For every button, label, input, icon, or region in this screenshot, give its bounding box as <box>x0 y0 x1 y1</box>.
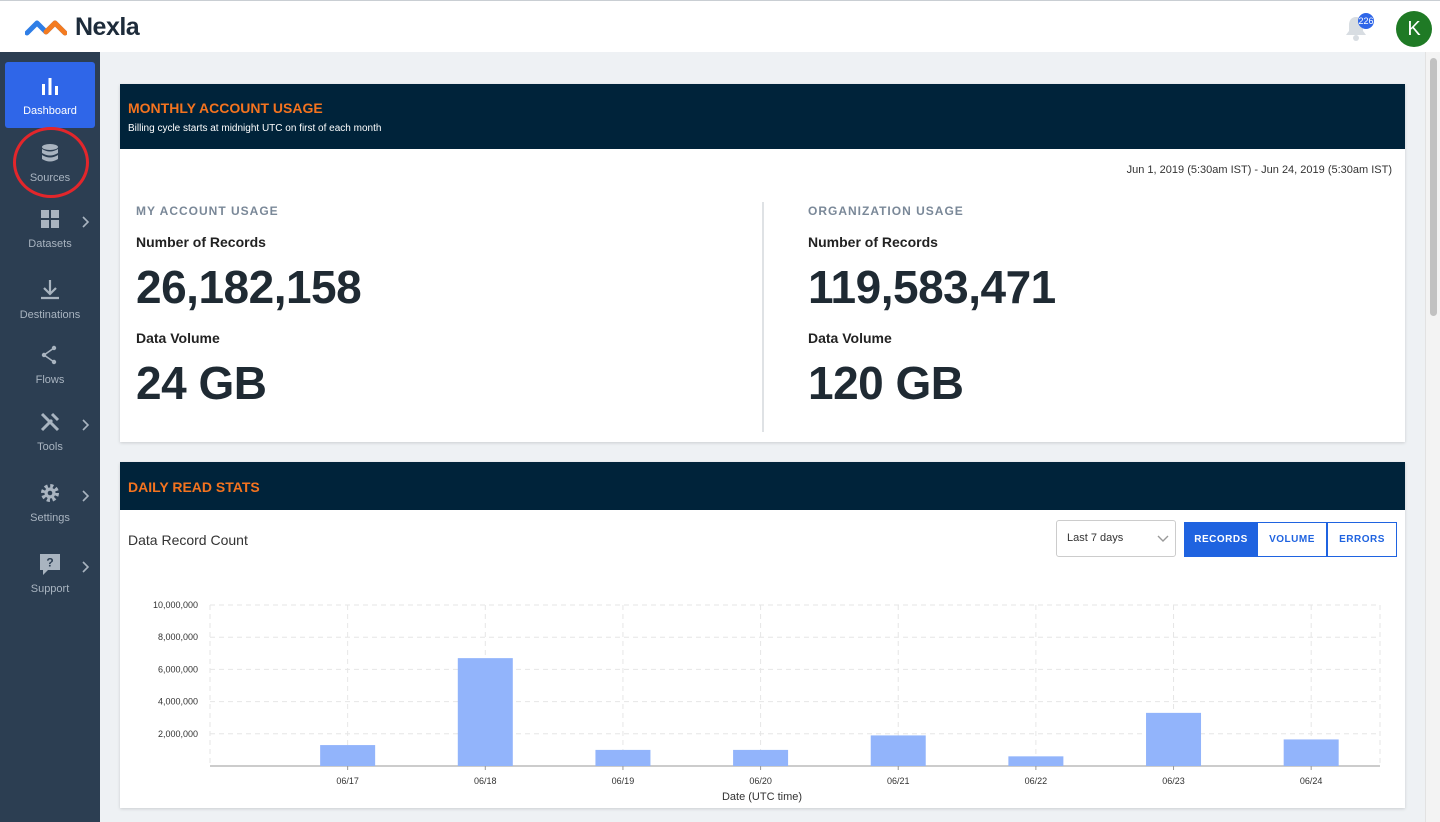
x-tick-label: 06/19 <box>612 776 635 786</box>
sidebar-item-dashboard[interactable]: Dashboard <box>5 62 95 128</box>
bar-06-23 <box>1146 712 1202 766</box>
sidebar-item-label: Settings <box>30 512 70 524</box>
organization-usage: ORGANIZATION USAGE Number of Records 119… <box>808 204 1056 410</box>
sidebar-item-label: Support <box>30 583 70 595</box>
daily-read-stats-card: DAILY READ STATS Data Record Count Last … <box>120 462 1405 808</box>
organization-usage-title: ORGANIZATION USAGE <box>808 204 964 218</box>
scrollbar-thumb[interactable] <box>1430 58 1437 316</box>
notification-badge: 226 <box>1358 13 1374 29</box>
record-count-chart: 2,000,000 4,000,000 6,000,000 8,000,000 10,0… <box>153 600 1381 803</box>
x-tick-label: 06/21 <box>887 776 910 786</box>
chevron-right-icon <box>82 490 90 502</box>
tools-icon <box>40 412 60 432</box>
my-account-usage-title: MY ACCOUNT USAGE <box>136 204 279 218</box>
x-tick-label: 06/23 <box>1162 776 1185 786</box>
usage-divider <box>762 202 764 432</box>
highlight-circle <box>13 127 89 198</box>
volume-label: Data Volume <box>136 330 220 346</box>
sidebar-item-destinations[interactable]: Destinations <box>5 266 95 332</box>
monthly-usage-header: MONTHLY ACCOUNT USAGE Billing cycle star… <box>120 84 1405 149</box>
x-tick-label: 06/24 <box>1300 776 1323 786</box>
bar-chart-icon <box>42 78 58 95</box>
bar-06-22 <box>1008 756 1064 766</box>
top-bar: Nexla 226 K <box>0 0 1440 52</box>
x-tick-label: 06/18 <box>474 776 497 786</box>
chart-title: Data Record Count <box>128 532 248 548</box>
bar-06-21 <box>870 735 926 766</box>
chevron-down-icon <box>1157 535 1169 542</box>
flow-icon <box>41 345 57 365</box>
grid-icon <box>41 210 59 228</box>
sidebar-item-label: Datasets <box>28 238 72 250</box>
org-data-volume: 120 GB <box>808 357 964 409</box>
time-range-select[interactable]: Last 7 days <box>1056 520 1176 557</box>
sidebar-item-settings[interactable]: Settings <box>5 469 95 535</box>
x-tick-label: 06/17 <box>336 776 359 786</box>
volume-button[interactable]: VOLUME <box>1257 522 1327 557</box>
sidebar-item-tools[interactable]: Tools <box>5 398 95 464</box>
y-tick-label: 6,000,000 <box>158 664 198 674</box>
help-icon: ? <box>40 554 60 575</box>
nexla-logo[interactable]: Nexla <box>25 13 140 42</box>
sidebar-item-support[interactable]: ? Support <box>5 540 95 606</box>
records-label: Number of Records <box>136 234 266 250</box>
records-label: Number of Records <box>808 234 938 250</box>
daily-read-stats-header: DAILY READ STATS <box>120 462 1405 510</box>
records-button[interactable]: RECORDS <box>1184 522 1258 557</box>
download-icon <box>41 280 59 300</box>
nexla-logo-icon <box>25 20 67 35</box>
monthly-usage-title: MONTHLY ACCOUNT USAGE <box>128 100 323 116</box>
sidebar-item-datasets[interactable]: Datasets <box>5 195 95 261</box>
svg-text:?: ? <box>46 556 53 570</box>
brand-name: Nexla <box>75 13 140 41</box>
account-record-count: 26,182,158 <box>136 261 362 313</box>
y-tick-label: 8,000,000 <box>158 632 198 642</box>
errors-button[interactable]: ERRORS <box>1327 522 1397 557</box>
monthly-usage-card: MONTHLY ACCOUNT USAGE Billing cycle star… <box>120 84 1405 442</box>
bar-06-17 <box>320 745 376 766</box>
y-tick-label: 4,000,000 <box>158 697 198 707</box>
bar-06-18 <box>457 658 513 766</box>
account-data-volume: 24 GB <box>136 357 267 409</box>
billing-date-range: Jun 1, 2019 (5:30am IST) - Jun 24, 2019 … <box>1126 164 1392 176</box>
chevron-right-icon <box>82 419 90 431</box>
time-range-value: Last 7 days <box>1067 532 1124 544</box>
x-axis-label: Date (UTC time) <box>722 791 802 803</box>
chevron-right-icon <box>82 561 90 573</box>
org-record-count: 119,583,471 <box>808 261 1056 313</box>
avatar[interactable]: K <box>1396 11 1432 47</box>
monthly-usage-subtitle: Billing cycle starts at midnight UTC on … <box>128 123 382 134</box>
volume-label: Data Volume <box>808 330 892 346</box>
gear-icon <box>41 484 59 502</box>
scrollbar[interactable] <box>1425 52 1440 822</box>
chevron-right-icon <box>82 216 90 228</box>
x-tick-label: 06/20 <box>749 776 772 786</box>
daily-read-stats-title: DAILY READ STATS <box>128 479 260 495</box>
bar-06-20 <box>733 749 789 766</box>
sidebar-item-label: Destinations <box>19 309 81 321</box>
y-tick-label: 10,000,000 <box>153 600 198 610</box>
my-account-usage: MY ACCOUNT USAGE Number of Records 26,18… <box>136 204 362 410</box>
sidebar-item-label: Tools <box>37 441 63 453</box>
bar-06-19 <box>595 749 651 766</box>
y-tick-label: 2,000,000 <box>158 729 198 739</box>
bar-06-24 <box>1283 739 1339 766</box>
sidebar-item-label: Flows <box>35 374 65 386</box>
sidebar-item-label: Dashboard <box>23 105 77 117</box>
x-tick-label: 06/22 <box>1025 776 1048 786</box>
sidebar-item-flows[interactable]: Flows <box>5 331 95 397</box>
